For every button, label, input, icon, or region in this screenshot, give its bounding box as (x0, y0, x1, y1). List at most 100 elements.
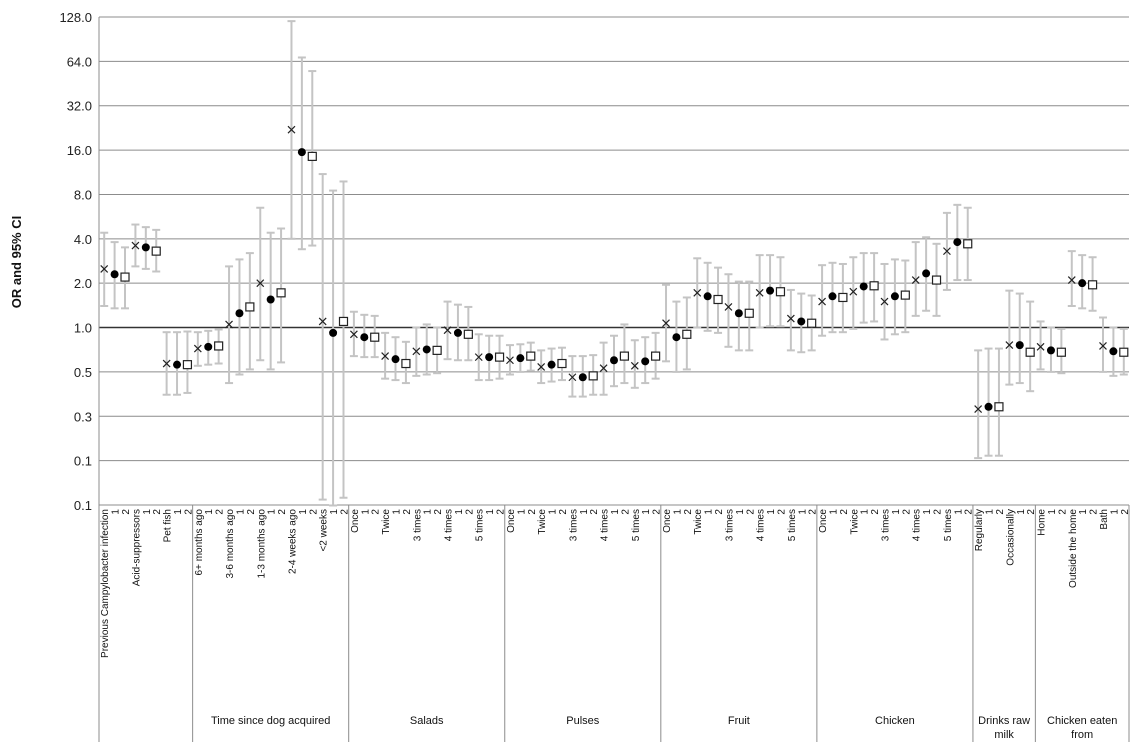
category-sub-label: 1 (828, 509, 839, 515)
category-label: 1-3 months ago (256, 509, 267, 579)
y-tick-label: 0.1 (74, 498, 92, 513)
square-marker (245, 302, 255, 312)
category-label: Bath (1099, 509, 1110, 530)
category-sub-label: 1 (922, 509, 933, 515)
y-tick-label: 4.0 (74, 232, 92, 247)
cross-marker (662, 319, 670, 328)
group-label: Fruit (728, 715, 750, 727)
category-sub-label: 1 (985, 509, 996, 515)
cross-marker (412, 347, 421, 356)
filled-marker (547, 360, 556, 369)
filled-marker (734, 309, 743, 318)
cross-marker (537, 363, 546, 371)
category-sub-label: 1 (235, 509, 246, 515)
filled-marker (797, 317, 806, 326)
cross-marker (724, 303, 733, 311)
category-sub-label: 2 (1120, 509, 1131, 515)
square-marker (994, 402, 1004, 412)
category-label: 5 times (631, 509, 642, 541)
square-marker (494, 352, 505, 362)
category-sub-label: 1 (548, 509, 559, 515)
filled-marker (1015, 341, 1024, 350)
category-sub-label: 1 (1078, 509, 1089, 515)
category-sub-label: 1 (516, 509, 527, 515)
category-label: Regularly (974, 509, 985, 551)
category-sub-label: 1 (1047, 509, 1058, 515)
cross-marker (1099, 342, 1107, 350)
square-marker (182, 360, 193, 370)
category-label: 4 times (912, 509, 923, 541)
category-sub-label: 2 (589, 509, 600, 515)
filled-marker (578, 373, 587, 382)
category-sub-label: 1 (1016, 509, 1027, 515)
cross-marker (506, 356, 514, 365)
cross-marker (349, 330, 358, 339)
group-label: Chicken eaten (1047, 715, 1117, 727)
y-tick-label: 128.0 (59, 10, 92, 25)
category-sub-label: 1 (329, 509, 340, 515)
category-sub-label: 2 (277, 509, 288, 515)
square-marker (775, 287, 786, 297)
category-label: 3 times (412, 509, 423, 541)
y-tick-label: 0.1 (74, 454, 92, 469)
square-marker (619, 351, 630, 361)
filled-marker (297, 148, 306, 157)
category-sub-label: 2 (652, 509, 663, 515)
category-label: Previous Campylobacter infection (100, 509, 111, 658)
square-marker (1119, 347, 1129, 357)
filled-marker (610, 356, 618, 365)
category-sub-label: 1 (610, 509, 621, 515)
category-sub-label: 2 (496, 509, 507, 515)
filled-marker (641, 357, 650, 366)
cross-marker (599, 364, 608, 373)
filled-marker (235, 309, 244, 318)
category-sub-label: 2 (527, 509, 538, 515)
cross-marker (880, 297, 889, 306)
category-label: 3 times (724, 509, 735, 541)
cross-marker (693, 288, 702, 297)
square-marker (120, 272, 130, 282)
filled-marker (859, 282, 868, 291)
category-sub-label: 1 (860, 509, 871, 515)
category-sub-label: 2 (433, 509, 444, 515)
category-sub-label: 2 (745, 509, 756, 515)
category-sub-label: 1 (672, 509, 683, 515)
category-sub-label: 1 (298, 509, 309, 515)
category-sub-label: 1 (111, 509, 122, 515)
cross-marker (755, 288, 764, 297)
category-sub-label: 2 (808, 509, 819, 515)
square-marker (744, 308, 754, 318)
category-label: Acid-suppressors (131, 509, 142, 586)
category-label: 3 times (881, 509, 892, 541)
category-sub-label: 2 (620, 509, 631, 515)
group-label: milk (994, 729, 1014, 741)
y-tick-label: 32.0 (67, 99, 92, 114)
category-label: 4 times (600, 509, 611, 541)
category-sub-label: 2 (152, 509, 163, 515)
y-tick-label: 64.0 (67, 54, 92, 69)
group-label: Chicken (875, 715, 915, 727)
category-sub-label: 1 (454, 509, 465, 515)
category-sub-label: 2 (371, 509, 382, 515)
category-sub-label: 2 (402, 509, 413, 515)
square-marker (588, 371, 598, 381)
category-sub-label: 1 (766, 509, 777, 515)
category-sub-label: 1 (704, 509, 715, 515)
filled-marker (329, 328, 338, 337)
y-tick-label: 16.0 (67, 143, 92, 158)
cross-marker (911, 276, 920, 284)
category-sub-label: 1 (423, 509, 434, 515)
category-label: Once (350, 509, 361, 533)
category-label: 4 times (756, 509, 767, 541)
category-label: Once (818, 509, 829, 533)
filled-marker (485, 353, 494, 362)
filled-marker (766, 286, 775, 295)
square-marker (838, 292, 848, 303)
category-label: 6+ months ago (194, 509, 205, 576)
category-sub-label: 2 (964, 509, 975, 515)
category-sub-label: 2 (339, 509, 350, 515)
category-label: 2-4 weeks ago (287, 509, 298, 574)
square-marker (900, 290, 910, 300)
filled-marker (703, 292, 712, 301)
